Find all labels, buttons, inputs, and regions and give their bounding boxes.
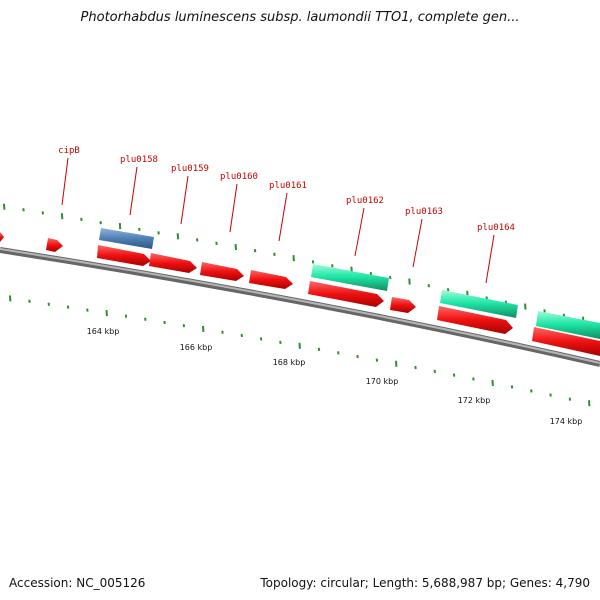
- lower-tick-row: [9, 295, 591, 407]
- gene-label-plu0158[interactable]: plu0158: [120, 155, 158, 165]
- genome-backbone-highlight: [0, 248, 600, 364]
- leader-plu0158: [129, 166, 138, 216]
- cds-arrow[interactable]: [308, 281, 384, 307]
- feature-green-plu0162[interactable]: [311, 264, 389, 291]
- scale-label-170kbp: 170 kbp: [366, 377, 399, 386]
- feature-green-plu0164[interactable]: [440, 290, 518, 318]
- feature-green-right[interactable]: [536, 311, 600, 339]
- cds-arrow[interactable]: [532, 327, 600, 356]
- cds-features: [0, 232, 600, 356]
- leader-plu0164: [485, 234, 495, 284]
- cds-arrow[interactable]: [437, 306, 513, 334]
- cds-arrow[interactable]: [149, 253, 197, 273]
- cds-arrow[interactable]: [249, 270, 293, 289]
- gene-labels: cipB plu0158 plu0159 plu0160 plu0161 plu…: [58, 146, 515, 233]
- genome-summary-text: Topology: circular; Length: 5,688,987 bp…: [260, 576, 590, 590]
- feature-blue-cipb-region[interactable]: [99, 228, 154, 249]
- scale-label-168kbp: 168 kbp: [273, 358, 306, 367]
- leader-plu0159: [180, 175, 189, 225]
- leader-plu0160: [229, 183, 238, 233]
- cds-arrow[interactable]: [0, 232, 4, 242]
- map-title: Photorhabdus luminescens subsp. laumondi…: [80, 10, 520, 25]
- scale-label-174kbp: 174 kbp: [550, 417, 583, 426]
- leader-plu0163: [412, 218, 423, 268]
- gene-label-plu0160[interactable]: plu0160: [220, 172, 258, 182]
- gene-label-plu0163[interactable]: plu0163: [405, 207, 443, 217]
- scale-label-172kbp: 172 kbp: [458, 396, 491, 405]
- scale-label-164kbp: 164 kbp: [87, 327, 120, 336]
- label-leaders: [61, 157, 495, 284]
- scale-label-166kbp: 166 kbp: [180, 343, 213, 352]
- leader-cipb: [61, 157, 69, 206]
- gene-label-plu0162[interactable]: plu0162: [346, 196, 384, 206]
- leader-plu0162: [354, 207, 365, 257]
- leader-plu0161: [278, 192, 288, 242]
- gene-label-cipb[interactable]: cipB: [58, 146, 80, 156]
- cds-arrow[interactable]: [97, 245, 151, 266]
- gene-label-plu0161[interactable]: plu0161: [269, 181, 307, 191]
- highlight-features: [99, 228, 600, 339]
- cds-arrow[interactable]: [46, 238, 63, 252]
- gene-label-plu0159[interactable]: plu0159: [171, 164, 209, 174]
- cds-arrow[interactable]: [200, 262, 244, 281]
- upper-tick-row: [3, 203, 585, 323]
- scale-labels: 164 kbp 166 kbp 168 kbp 170 kbp 172 kbp …: [87, 327, 583, 426]
- cds-arrow[interactable]: [390, 297, 416, 313]
- gene-label-plu0164[interactable]: plu0164: [477, 223, 515, 233]
- accession-text: Accession: NC_005126: [9, 576, 146, 590]
